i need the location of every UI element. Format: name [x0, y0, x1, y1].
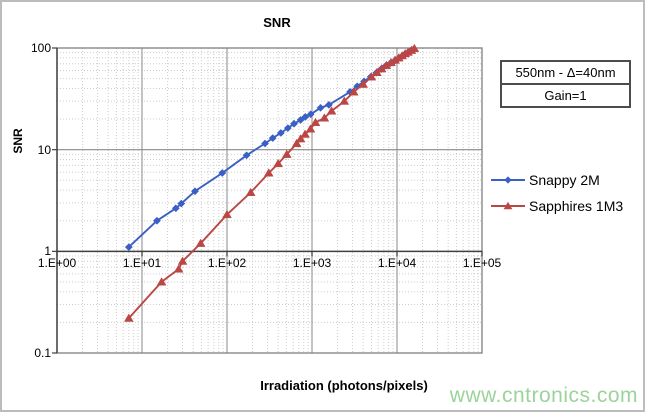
x-tick-label: 1.E+00: [37, 256, 77, 270]
series-marker-0: [306, 110, 315, 119]
series-marker-1: [173, 264, 184, 273]
series-marker-0: [218, 169, 227, 177]
plot-border: [56, 47, 483, 354]
series-marker-1: [245, 187, 256, 196]
x-tick-label: 1.E+02: [207, 256, 247, 270]
series-marker-1: [305, 124, 316, 133]
y-tick-label: 10: [37, 143, 51, 157]
series-marker-0: [296, 116, 305, 124]
chart-title: SNR: [263, 15, 291, 30]
legend-label-snappy-2m: Snappy 2M: [529, 172, 600, 188]
series-marker-1: [273, 158, 284, 168]
x-axis-title: Irradiation (photons/pixels): [260, 378, 428, 393]
series-marker-1: [195, 238, 206, 247]
series-marker-0: [283, 124, 292, 133]
series-marker-0: [268, 134, 277, 143]
legend-item-sapphires-1m3: Sapphires 1M3: [491, 193, 623, 219]
series-marker-0: [242, 151, 251, 160]
series-marker-1: [409, 43, 420, 52]
legend-marker-diamond-icon: [491, 173, 525, 187]
series-marker-1: [222, 209, 232, 219]
series-marker-1: [326, 106, 337, 115]
legend-marker-triangle-icon: [491, 199, 525, 213]
series-marker-0: [324, 100, 333, 109]
series-marker-1: [291, 138, 302, 148]
series-marker-0: [316, 103, 325, 112]
series-marker-0: [261, 139, 269, 148]
series-marker-1: [263, 168, 274, 177]
x-tick-label: 1.E+05: [462, 256, 502, 270]
series-marker-1: [366, 72, 377, 81]
series-marker-1: [358, 79, 369, 88]
series-marker-0: [177, 199, 186, 208]
series-marker-0: [301, 112, 310, 121]
series-marker-1: [319, 113, 330, 122]
series-marker-0: [276, 129, 285, 137]
x-tick-label: 1.E+01: [122, 256, 162, 270]
series-marker-0: [153, 216, 161, 225]
annotation-wavelength: 550nm - Δ=40nm: [502, 62, 629, 85]
y-tick-label: 100: [30, 41, 51, 55]
series-marker-0: [124, 243, 133, 252]
legend-item-snappy-2m: Snappy 2M: [491, 167, 623, 193]
series-marker-1: [310, 117, 321, 127]
legend: Snappy 2M Sapphires 1M3: [491, 167, 623, 219]
y-tick-label: 1: [44, 244, 51, 258]
series-marker-1: [339, 96, 350, 105]
annotation-gain: Gain=1: [544, 88, 587, 103]
series-marker-1: [348, 87, 359, 96]
series-marker-1: [123, 313, 134, 322]
series-marker-0: [171, 204, 180, 213]
legend-label-sapphires-1m3: Sapphires 1M3: [529, 198, 624, 214]
x-tick-label: 1.E+04: [377, 256, 417, 270]
series-marker-1: [295, 134, 306, 143]
annotation-box: 550nm - Δ=40nm Gain=1: [500, 60, 631, 108]
series-marker-0: [290, 119, 299, 128]
series-marker-1: [177, 256, 188, 265]
series-marker-1: [281, 149, 292, 158]
series-marker-0: [191, 187, 199, 196]
watermark-text: www.cntronics.com: [449, 384, 638, 407]
series-marker-1: [156, 277, 167, 286]
x-tick-label: 1.E+03: [292, 256, 332, 270]
y-tick-label: 0.1: [34, 346, 51, 360]
series-marker-1: [300, 129, 310, 138]
